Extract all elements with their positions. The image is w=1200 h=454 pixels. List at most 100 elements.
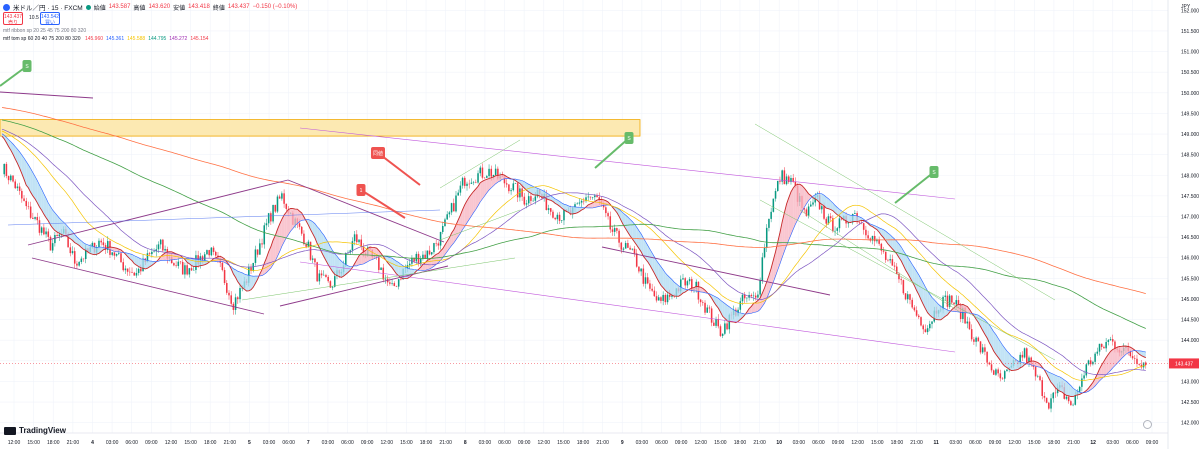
candle-body xyxy=(492,174,495,177)
ribbon-segment xyxy=(938,304,941,320)
candle-body xyxy=(300,226,303,234)
flag-s-2-body xyxy=(624,132,634,144)
ribbon-segment xyxy=(151,261,155,266)
ribbon-segment xyxy=(85,243,88,253)
candle-body xyxy=(305,244,307,247)
ribbon-segment xyxy=(240,271,243,288)
candle-body xyxy=(739,301,742,310)
indicator-legend-1[interactable]: mtf ribbon sp 20 25 45 75 200 80 320 xyxy=(3,28,89,34)
go-to-realtime-button[interactable] xyxy=(1143,420,1152,429)
y-tick-label-6: 145.000 xyxy=(1181,297,1199,303)
candle-body xyxy=(188,268,191,275)
candle-body xyxy=(122,262,124,271)
ribbon-segment xyxy=(647,245,650,266)
ribbon-segment xyxy=(901,246,904,266)
candle-body xyxy=(223,270,226,284)
ribbon-segment xyxy=(493,175,496,186)
candle-body xyxy=(915,310,918,316)
candle-body xyxy=(179,261,182,263)
candle-body xyxy=(267,213,270,224)
candle-body xyxy=(840,218,843,220)
candle-body xyxy=(929,323,931,329)
candle-body xyxy=(311,258,314,260)
candle-body xyxy=(67,234,69,248)
candle-body xyxy=(505,183,508,185)
ribbon-segment xyxy=(167,251,170,261)
x-tick-label-39: 10 xyxy=(776,440,782,446)
candle-body xyxy=(129,271,131,273)
ribbon-segment xyxy=(495,175,498,184)
y-tick-label-10: 147.000 xyxy=(1181,215,1199,221)
candle-body xyxy=(349,250,351,253)
ribbon-segment xyxy=(722,301,725,319)
candle-body xyxy=(788,176,790,183)
candle-body xyxy=(102,242,105,246)
ribbon-segment xyxy=(568,205,571,215)
ma-yellow-line xyxy=(1,130,1146,381)
candle-body xyxy=(126,268,129,272)
y-tick-label-17: 150.500 xyxy=(1181,70,1199,76)
ribbon-segment xyxy=(317,226,320,248)
ribbon-segment xyxy=(433,254,437,267)
candle-body xyxy=(435,243,437,244)
tradingview-logo[interactable]: TradingView xyxy=(4,426,66,435)
candle-body xyxy=(428,250,431,255)
candle-body xyxy=(594,195,596,198)
ribbon-segment xyxy=(630,219,633,239)
candle-body xyxy=(184,265,186,275)
candle-body xyxy=(904,293,907,300)
trendline-10 xyxy=(439,209,521,241)
ribbon-segment xyxy=(19,151,22,174)
candle-body xyxy=(558,214,561,221)
candle-body xyxy=(230,295,232,304)
candle-body xyxy=(494,168,497,175)
indicator-legend-2[interactable]: mtf tom sp 60 20 40 75 200 80 320 145.96… xyxy=(3,36,214,42)
ribbon-segment xyxy=(319,229,322,253)
ribbon-segment xyxy=(1068,383,1071,397)
candle-body xyxy=(448,212,451,215)
symbol-title[interactable]: 米ドル／円 · 15 · FXCM xyxy=(13,5,83,12)
candle-body xyxy=(124,268,127,271)
candle-body xyxy=(228,292,230,296)
candle-body xyxy=(988,362,991,365)
candle-body xyxy=(580,200,583,203)
x-tick-label-13: 03:00 xyxy=(263,440,276,446)
x-tick-label-16: 03:00 xyxy=(322,440,335,446)
buy-button[interactable]: 143.542 買い xyxy=(40,12,60,26)
candle-body xyxy=(825,218,828,224)
ribbon-segment xyxy=(1035,361,1038,367)
candle-body xyxy=(900,279,902,281)
y-tick-label-7: 145.500 xyxy=(1181,276,1199,282)
sell-label: 売り xyxy=(7,20,18,26)
x-tick-label-9: 15:00 xyxy=(184,440,197,446)
ribbon-segment xyxy=(1011,355,1014,371)
ribbon-segment xyxy=(905,254,908,274)
x-tick-label-52: 15:00 xyxy=(1028,440,1041,446)
ribbon-segment xyxy=(323,235,326,261)
candle-body xyxy=(391,283,393,284)
ribbon-segment xyxy=(989,324,992,347)
candle-body xyxy=(552,211,554,218)
candle-body xyxy=(503,176,506,184)
ribbon-segment xyxy=(361,251,364,265)
ribbon-segment xyxy=(804,187,807,208)
ribbon-segment xyxy=(998,338,1001,361)
candle-body xyxy=(975,337,977,342)
sell-button[interactable]: 143.437 売り xyxy=(3,12,23,26)
candle-body xyxy=(871,235,874,241)
ribbon-segment xyxy=(429,257,432,270)
flag-s-2-pointer xyxy=(594,137,630,169)
ribbon-segment xyxy=(903,250,906,270)
ribbon-segment xyxy=(504,175,507,179)
ribbon-segment xyxy=(475,186,479,210)
y-tick-label-11: 147.500 xyxy=(1181,194,1199,200)
candle-body xyxy=(807,206,810,216)
ribbon-segment xyxy=(566,204,569,213)
ribbon-segment xyxy=(1037,362,1041,368)
ribbon-segment xyxy=(308,219,311,230)
ribbon-segment xyxy=(799,184,802,216)
candle-body xyxy=(741,294,744,302)
candle-body xyxy=(979,341,982,353)
